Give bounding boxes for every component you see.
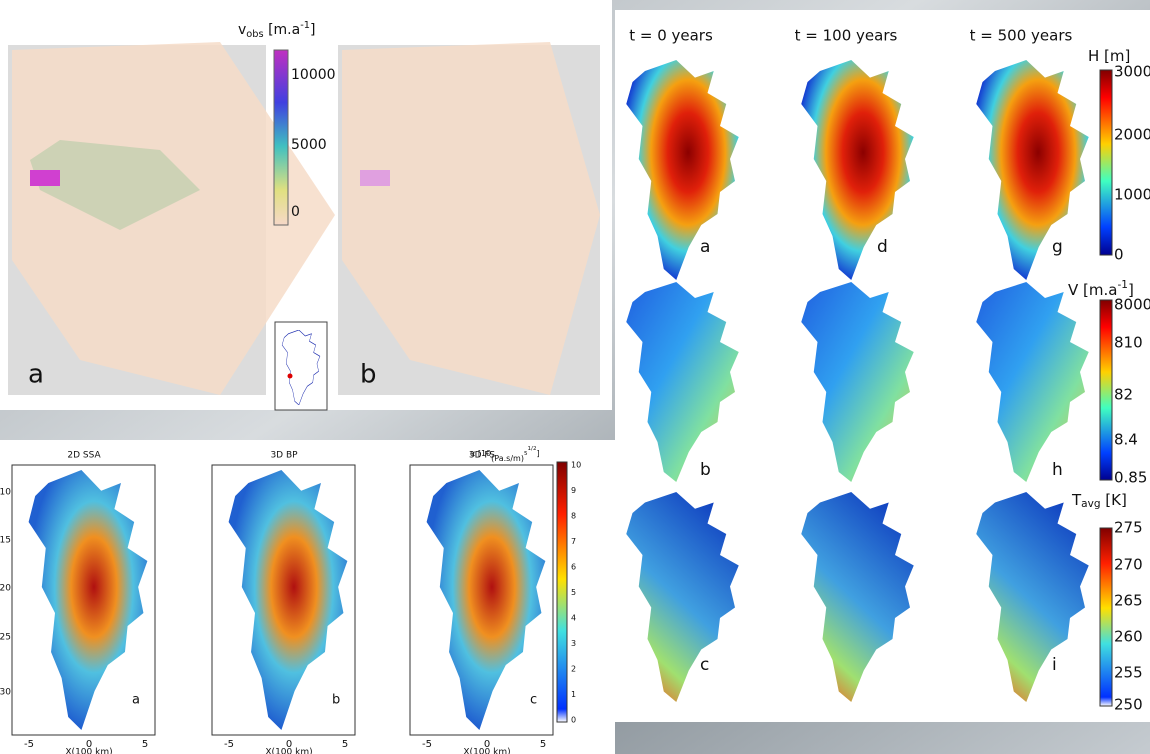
x-tick-label: 5 bbox=[142, 739, 148, 750]
x-axis-label: X(100 km) bbox=[65, 748, 112, 754]
x-tick-label: -5 bbox=[24, 739, 34, 750]
y-tick-label: -30 bbox=[0, 688, 11, 698]
x-tick-label: -5 bbox=[224, 739, 234, 750]
colorbar-tick: 0.85 bbox=[1114, 469, 1147, 487]
colorbar bbox=[1100, 70, 1112, 255]
colorbar-v bbox=[274, 50, 288, 225]
panel-letter: c bbox=[530, 693, 537, 708]
colorbar-tick: 82 bbox=[1114, 386, 1133, 404]
label-part: ] bbox=[537, 449, 540, 458]
label-part: avg bbox=[1081, 498, 1100, 510]
label-part: α [10 bbox=[470, 449, 491, 458]
colorbar-tick: 2000 bbox=[1114, 126, 1150, 144]
colorbar-tick: 8 bbox=[571, 512, 576, 521]
colorbar-tick: 3 bbox=[571, 639, 576, 648]
label-part: (Pa.s/m) bbox=[491, 454, 524, 463]
panel-letter: a bbox=[28, 360, 44, 390]
page: vobs [m.a-1]1000050000ab2D SSAa-505X(100… bbox=[0, 0, 1150, 754]
label-part: [K] bbox=[1101, 491, 1127, 509]
x-tick-label: 5 bbox=[540, 739, 546, 750]
inset bbox=[275, 322, 327, 410]
x-axis-label: X(100 km) bbox=[463, 748, 510, 754]
label-part: V [m.a bbox=[1068, 281, 1117, 299]
colorbar-tick: 5000 bbox=[291, 137, 327, 153]
colorbar-tick: 275 bbox=[1114, 519, 1143, 537]
colorbar-tick: 5 bbox=[571, 588, 576, 597]
colorbar-tick: 810 bbox=[1114, 334, 1143, 352]
axes-title: 3D BP bbox=[270, 451, 298, 461]
panel-letter: b bbox=[360, 360, 377, 390]
colorbar-tick: 4 bbox=[571, 614, 576, 623]
colorbar bbox=[1100, 528, 1112, 706]
colorbar-tick: 0 bbox=[291, 204, 300, 220]
colorbar-tick: 3000 bbox=[1114, 63, 1150, 81]
colorbar-tick: 0 bbox=[571, 716, 576, 725]
colorbar-tick: 6 bbox=[571, 563, 576, 572]
column-title: t = 0 years bbox=[629, 27, 713, 45]
panel-letter: a bbox=[700, 237, 710, 257]
colorbar-tick: 260 bbox=[1114, 628, 1143, 646]
x-axis-label: X(100 km) bbox=[265, 748, 312, 754]
glacier-b bbox=[360, 170, 390, 186]
panel-letter: h bbox=[1052, 460, 1063, 480]
label-part: v bbox=[238, 22, 246, 38]
panel-letter: a bbox=[132, 693, 140, 708]
label-part: [m.a bbox=[264, 22, 301, 38]
y-tick-label: -10 bbox=[0, 488, 11, 498]
colorbar-tick: 8000 bbox=[1114, 296, 1150, 314]
x-tick-label: 5 bbox=[342, 739, 348, 750]
label-part: -1 bbox=[300, 20, 310, 31]
collage: vobs [m.a-1]1000050000ab2D SSAa-505X(100… bbox=[0, 0, 1150, 754]
colorbar-tick: 9 bbox=[571, 486, 576, 495]
panel-letter: g bbox=[1052, 237, 1063, 257]
x-tick-label: -5 bbox=[422, 739, 432, 750]
label-part: obs bbox=[246, 29, 263, 40]
label-part: ] bbox=[310, 22, 315, 38]
colorbar-tick: 265 bbox=[1114, 592, 1143, 610]
colorbar-tick: 7 bbox=[571, 537, 576, 546]
colorbar-tick: 250 bbox=[1114, 696, 1143, 714]
colorbar-tick: 8.4 bbox=[1114, 431, 1138, 449]
label-part: 1/2 bbox=[528, 446, 537, 452]
inset-marker bbox=[288, 374, 293, 379]
colorbar-tick: 10 bbox=[571, 461, 581, 470]
colorbar-tick: 270 bbox=[1114, 556, 1143, 574]
label-part: -1 bbox=[1117, 279, 1127, 291]
colorbar-tick: 10000 bbox=[291, 67, 336, 83]
panel-letter: b bbox=[332, 693, 340, 708]
colorbar-tick: 0 bbox=[1114, 246, 1124, 264]
column-title: t = 100 years bbox=[795, 27, 898, 45]
column-title: t = 500 years bbox=[970, 27, 1073, 45]
y-tick-label: -15 bbox=[0, 536, 11, 546]
panel-letter: c bbox=[700, 655, 709, 675]
colorbar-tick: 255 bbox=[1114, 664, 1143, 682]
colorbar-alpha bbox=[557, 462, 567, 722]
panel-letter: b bbox=[700, 460, 711, 480]
colorbar-tick: 2 bbox=[571, 665, 576, 674]
panel-letter: d bbox=[877, 237, 888, 257]
axes-title: 2D SSA bbox=[67, 451, 101, 461]
colorbar bbox=[1100, 300, 1112, 480]
colorbar-tick: 1 bbox=[571, 690, 576, 699]
colorbar-tick: 1000 bbox=[1114, 186, 1150, 204]
panel-letter: i bbox=[1052, 655, 1057, 675]
y-tick-label: -25 bbox=[0, 633, 11, 643]
glacier-a bbox=[30, 170, 60, 186]
y-tick-label: -20 bbox=[0, 584, 11, 594]
